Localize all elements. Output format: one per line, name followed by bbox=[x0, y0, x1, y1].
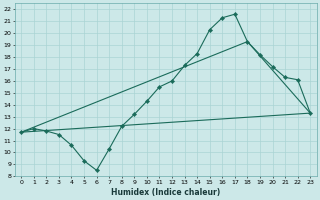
X-axis label: Humidex (Indice chaleur): Humidex (Indice chaleur) bbox=[111, 188, 220, 197]
